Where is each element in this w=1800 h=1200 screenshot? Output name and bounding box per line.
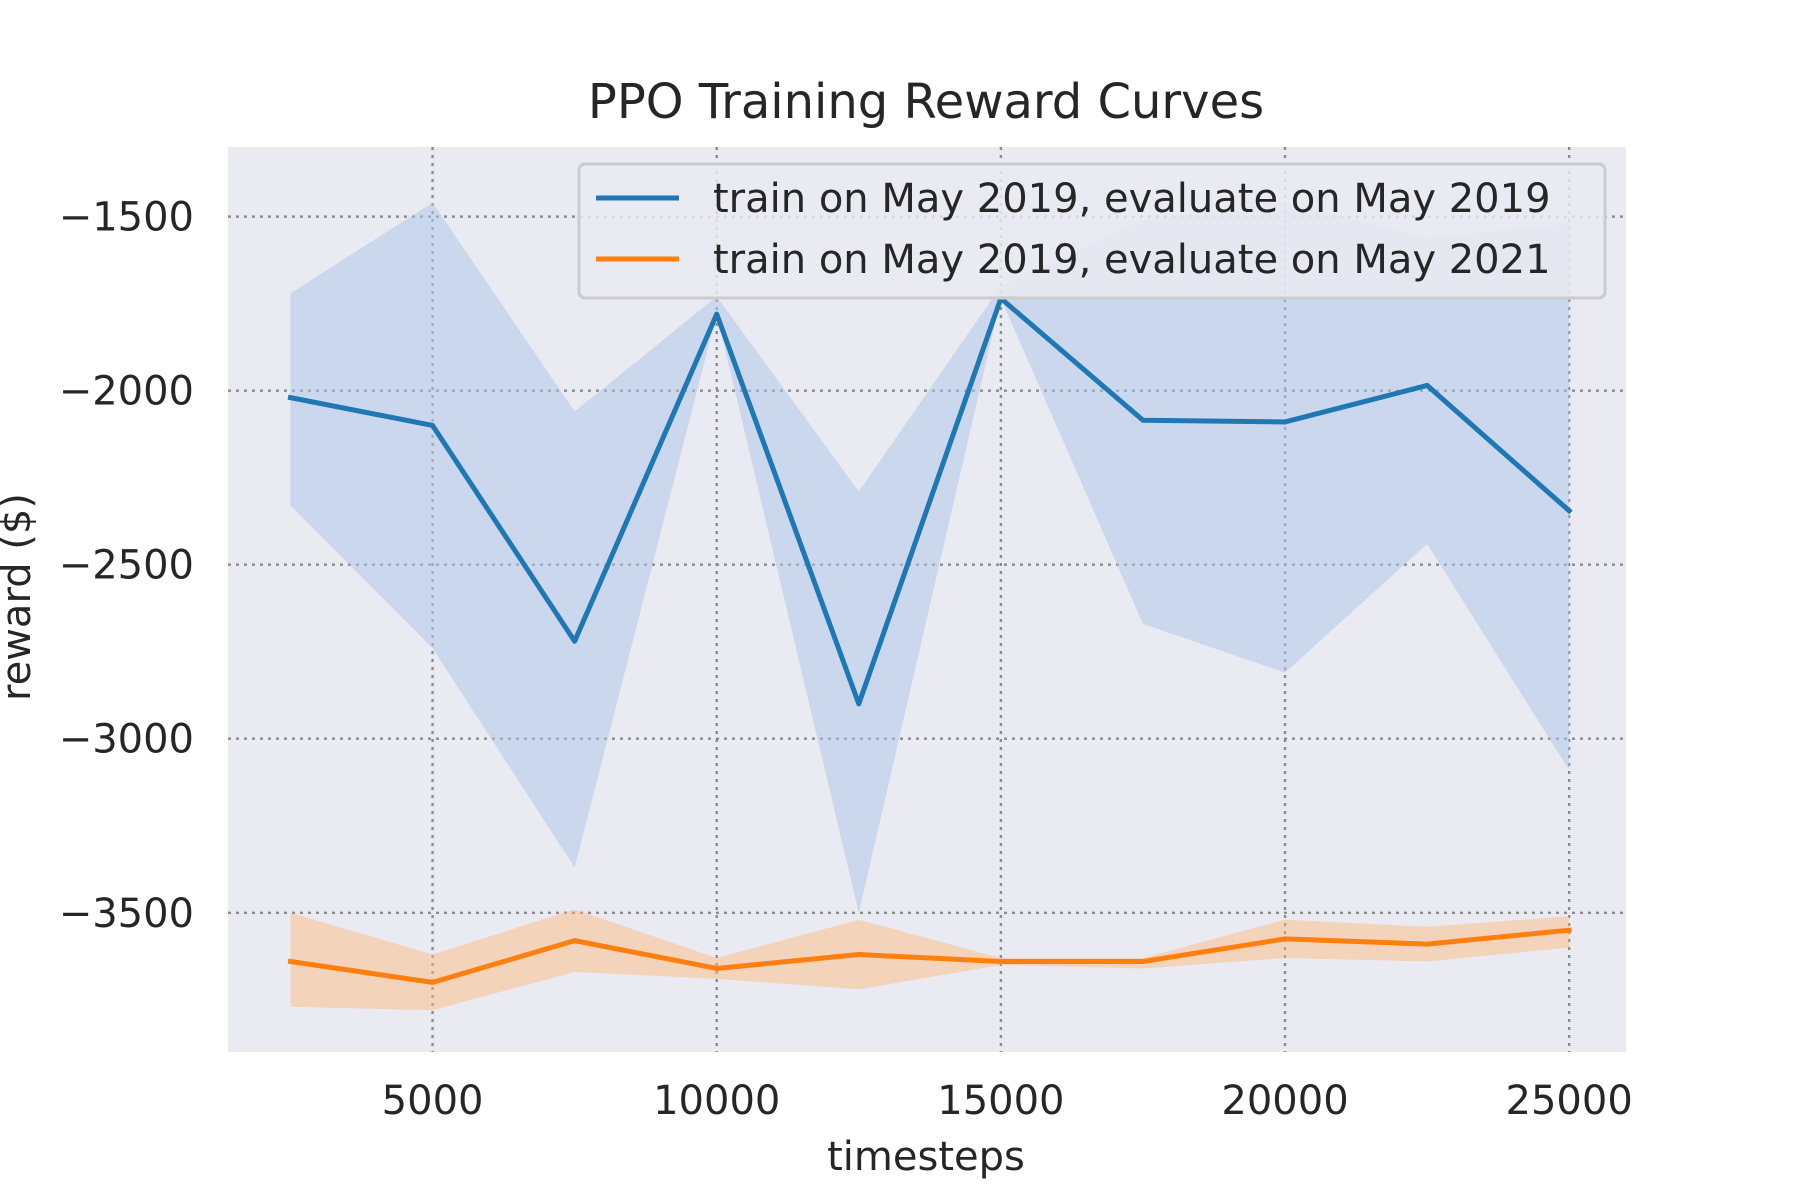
y-tick-label--2500: −2500 — [59, 543, 194, 589]
x-tick-label-5000: 5000 — [382, 1078, 484, 1124]
y-axis-label: reward ($) — [0, 493, 40, 701]
series-line-2 — [287, 927, 1572, 985]
legend-label-series-1: train on May 2019, evaluate on May 2019 — [713, 176, 1551, 222]
x-tick-label-15000: 15000 — [937, 1078, 1064, 1124]
y-tick-label--3000: −3000 — [59, 717, 194, 763]
chart-title: PPO Training Reward Curves — [588, 74, 1264, 130]
y-tick-label--1500: −1500 — [59, 195, 194, 241]
tick-label-layer: 5000 10000 15000 20000 25000 −3500 −3000 −2500 −… — [59, 195, 1633, 1124]
confidence-band-series-1 — [290, 202, 1570, 913]
x-tick-label-10000: 10000 — [653, 1078, 780, 1124]
series-line-layer — [287, 295, 1573, 985]
x-tick-label-20000: 20000 — [1221, 1078, 1348, 1124]
legend-label-series-2: train on May 2019, evaluate on May 2021 — [713, 237, 1551, 283]
x-axis-label: timesteps — [827, 1134, 1025, 1180]
series-line-1 — [287, 295, 1573, 707]
legend: train on May 2019, evaluate on May 2019 … — [577, 162, 1607, 300]
y-tick-label--2000: −2000 — [59, 369, 194, 415]
legend-box — [577, 162, 1607, 300]
y-tick-label--3500: −3500 — [59, 891, 194, 937]
x-tick-label-25000: 25000 — [1506, 1078, 1633, 1124]
